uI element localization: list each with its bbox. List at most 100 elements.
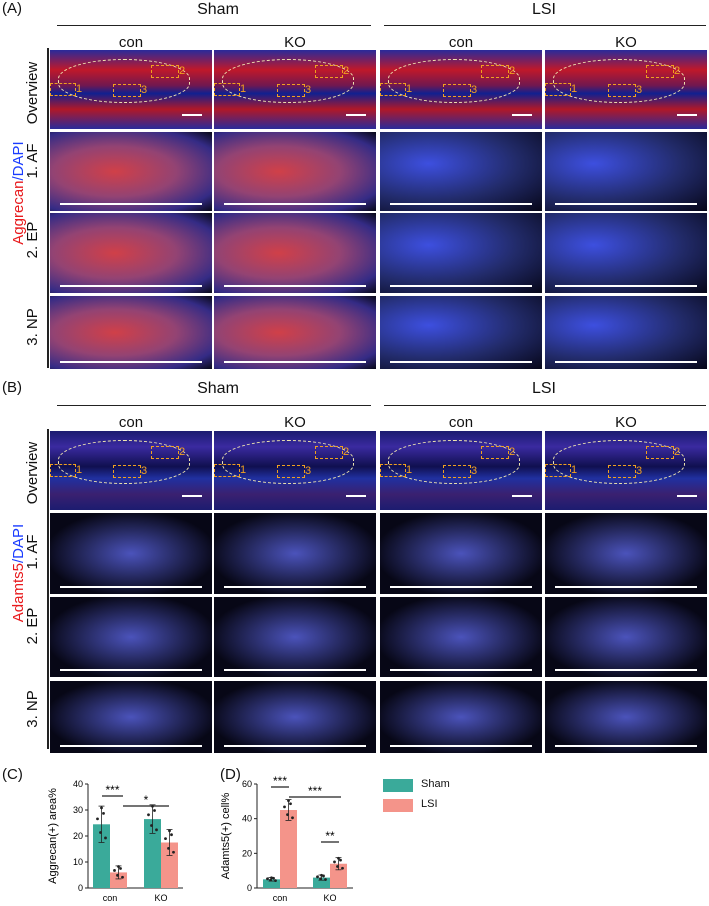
zoom-region-number: 1 [76,83,83,95]
zoom-image-a-r2-c4 [545,132,707,211]
zoom-region-box [113,84,141,97]
data-point [283,805,286,809]
x-tick-label: KO [154,893,167,903]
zoom-region-number: 3 [636,465,643,477]
significance-label: ** [325,829,335,843]
overview-image-a-r1-c4: 1 2 3 [545,50,707,129]
overview-image-b-r1-c2: 1 2 3 [214,431,376,510]
zoom-region-number: 1 [240,464,247,476]
zoom-image-a-r2-c3 [380,132,542,211]
scale-bar [390,669,532,671]
data-point [168,829,171,833]
zoom-region-number: 1 [406,464,413,476]
data-point [339,858,342,862]
zoom-image-a-r3-c2 [214,213,376,293]
data-point [113,869,116,872]
zoom-image-a-r2-c1 [50,132,212,211]
zoom-region-box [315,65,343,78]
scale-bar [555,586,697,588]
zoom-region-box [277,84,305,97]
zoom-image-a-r3-c4 [545,213,707,293]
group-sham-a: Sham [197,1,239,18]
zoom-region-number: 3 [471,84,478,96]
bar-sham-KO [144,819,161,888]
overview-image-b-r1-c4: 1 2 3 [545,431,707,510]
overview-image-b-r1-c1: 1 2 3 [50,431,212,510]
bar-sham-con [263,879,280,888]
zoom-image-a-r2-c2 [214,132,376,211]
scale-bar [390,586,532,588]
zoom-image-a-r4-c3 [380,296,542,369]
scale-bar [390,285,532,287]
group-line-sham-a [57,25,371,26]
zoom-region-box [646,65,674,78]
y-axis-label: Adamts5(+) cell% [220,793,232,880]
zoom-region-box [380,83,406,96]
scale-bar [390,203,532,205]
y-axis-label: Aggrecan(+) area% [47,788,59,884]
data-point [324,878,327,881]
data-point [337,856,340,860]
scale-bar [60,203,202,205]
y-tick-label: 20 [242,848,252,858]
zoom-region-number: 2 [509,65,516,77]
legend-label-sham: Sham [421,778,450,790]
data-point [336,865,339,868]
scale-bar [512,495,532,497]
scale-bar [224,586,366,588]
scale-bar [60,745,202,747]
data-point [170,833,173,837]
zoom-region-box [481,446,509,459]
zoom-image-a-r4-c2 [214,296,376,369]
y-tick-label: 40 [242,814,252,824]
col-header-a-4: KO [615,34,637,51]
row-label-b-overview: Overview [24,441,41,505]
bar-sham-KO [313,877,330,888]
scale-bar [346,114,366,116]
data-point [96,817,99,821]
zoom-region-box [277,465,305,478]
col-header-b-4: KO [615,414,637,431]
y-tick-label: 10 [73,857,83,867]
zoom-region-number: 1 [571,464,578,476]
scale-bar [224,745,366,747]
group-lsi-b: LSI [531,380,556,397]
zoom-region-number: 2 [179,65,186,77]
zoom-region-box [50,83,76,96]
data-point [316,875,319,879]
zoom-region-box [380,464,406,477]
data-point [270,876,273,880]
y-tick-label: 0 [247,883,252,893]
x-tick-label: KO [323,893,336,903]
col-header-b-2: KO [284,414,306,431]
significance-label: * [144,793,149,807]
zoom-region-number: 3 [305,84,312,96]
row-bar-b [47,429,49,749]
zoom-region-box [214,464,240,477]
row-label-a-np: 3. NP [24,308,41,346]
zoom-region-number: 3 [471,465,478,477]
disc-outline [58,59,190,103]
zoom-region-box [545,83,571,96]
zoom-region-number: 2 [674,446,681,458]
data-point [116,873,119,877]
row-bar-a [47,48,49,368]
zoom-region-box [151,446,179,459]
zoom-region-box [443,465,471,478]
legend-label-lsi: LSI [421,798,438,810]
zoom-region-box [646,446,674,459]
data-point [274,879,277,883]
col-header-a-1: con [118,34,144,51]
disc-outline [222,59,354,103]
disc-outline [553,440,685,484]
significance-label: *** [308,784,322,798]
data-point [172,850,175,854]
zoom-region-box [315,446,343,459]
row-label-a-ep: 2. EP [24,221,41,259]
data-point [291,816,294,820]
data-point [100,806,103,810]
data-point [99,831,102,834]
col-header-a-3: con [448,34,474,51]
zoom-image-b-r4-c3 [380,681,542,753]
